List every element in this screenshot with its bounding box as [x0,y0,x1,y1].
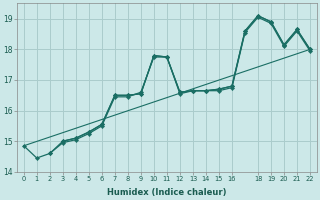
X-axis label: Humidex (Indice chaleur): Humidex (Indice chaleur) [107,188,227,197]
